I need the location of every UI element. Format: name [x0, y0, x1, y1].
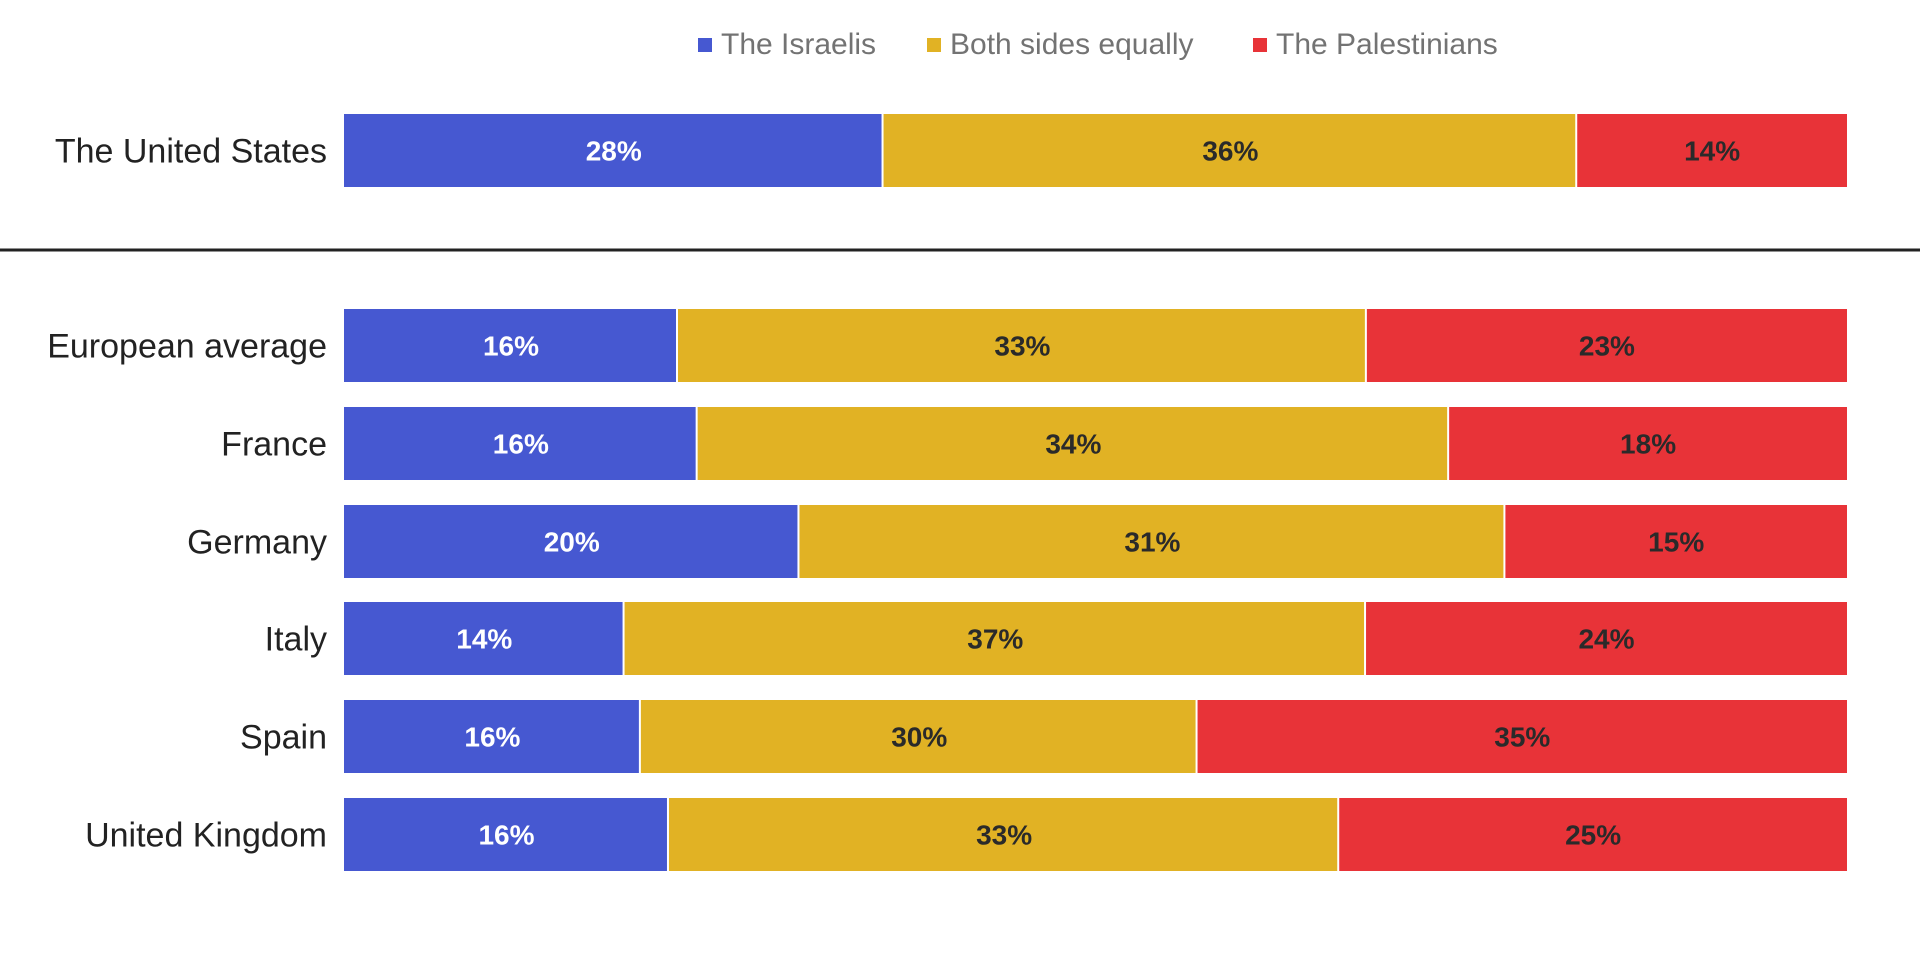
- bar-segment-2-2: [1449, 407, 1847, 480]
- bar-segment-4-0: [344, 602, 623, 675]
- bar-row-1: European average 16% 33% 23%: [47, 309, 1847, 382]
- bar-segment-3-2: [1505, 505, 1847, 578]
- value-label-1-2: 23%: [1579, 331, 1635, 362]
- bar-segment-4-2: [1366, 602, 1847, 675]
- bar-segment-1-1: [678, 309, 1365, 382]
- row-label-4: Italy: [265, 621, 327, 659]
- bar-segment-0-2: [1577, 114, 1847, 187]
- row-label-0: The United States: [55, 133, 327, 171]
- legend-label-0: The Israelis: [721, 28, 876, 61]
- value-label-4-0: 14%: [456, 624, 512, 655]
- legend-swatch-1: [927, 38, 941, 52]
- value-label-2-2: 18%: [1620, 429, 1676, 460]
- bar-segment-3-1: [799, 505, 1504, 578]
- value-label-3-2: 15%: [1648, 527, 1704, 558]
- bar-row-6: United Kingdom 16% 33% 25%: [85, 798, 1847, 871]
- bar-row-5: Spain 16% 30% 35%: [240, 700, 1847, 773]
- bar-row-2: France 16% 34% 18%: [221, 407, 1847, 480]
- legend-swatch-2: [1253, 38, 1267, 52]
- value-label-0-2: 14%: [1684, 136, 1740, 167]
- value-label-1-0: 16%: [483, 331, 539, 362]
- bar-segment-0-0: [344, 114, 882, 187]
- value-label-3-1: 31%: [1124, 527, 1180, 558]
- value-label-5-0: 16%: [464, 722, 520, 753]
- value-label-2-1: 34%: [1045, 429, 1101, 460]
- value-label-3-0: 20%: [544, 527, 600, 558]
- value-label-5-1: 30%: [891, 722, 947, 753]
- row-label-2: France: [221, 426, 327, 464]
- value-label-6-0: 16%: [478, 820, 534, 851]
- bar-segment-5-1: [640, 700, 1196, 773]
- value-label-2-0: 16%: [493, 429, 549, 460]
- value-label-6-2: 25%: [1565, 820, 1621, 851]
- bar-segment-1-0: [344, 309, 676, 382]
- value-label-0-1: 36%: [1202, 136, 1258, 167]
- bar-segment-0-1: [883, 114, 1576, 187]
- bar-segment-1-2: [1366, 309, 1847, 382]
- value-label-6-1: 33%: [976, 820, 1032, 851]
- legend: The Israelis Both sides equally The Palest…: [698, 28, 1498, 61]
- row-label-6: United Kingdom: [85, 817, 327, 855]
- bar-segment-6-2: [1339, 798, 1847, 871]
- row-label-1: European average: [47, 328, 327, 366]
- row-label-3: Germany: [187, 524, 327, 562]
- bar-segment-4-1: [624, 602, 1365, 675]
- value-label-4-1: 37%: [967, 624, 1023, 655]
- row-label-5: Spain: [240, 719, 327, 757]
- legend-label-1: Both sides equally: [950, 28, 1194, 61]
- bar-row-0: The United States 28% 36% 14%: [55, 114, 1847, 187]
- legend-label-2: The Palestinians: [1276, 28, 1498, 61]
- bar-segment-5-2: [1197, 700, 1847, 773]
- value-label-1-1: 33%: [994, 331, 1050, 362]
- bar-segment-6-1: [668, 798, 1338, 871]
- value-label-0-0: 28%: [586, 136, 642, 167]
- chart-rows: The United States 28% 36% 14% European avera…: [47, 114, 1847, 871]
- bar-segment-6-0: [344, 798, 667, 871]
- bar-row-3: Germany 20% 31% 15%: [187, 505, 1847, 578]
- bar-segment-2-1: [697, 407, 1448, 480]
- value-label-4-2: 24%: [1578, 624, 1634, 655]
- bar-segment-2-0: [344, 407, 696, 480]
- bar-row-4: Italy 14% 37% 24%: [265, 602, 1847, 675]
- bar-segment-3-0: [344, 505, 798, 578]
- legend-swatch-0: [698, 38, 712, 52]
- value-label-5-2: 35%: [1494, 722, 1550, 753]
- bar-segment-5-0: [344, 700, 639, 773]
